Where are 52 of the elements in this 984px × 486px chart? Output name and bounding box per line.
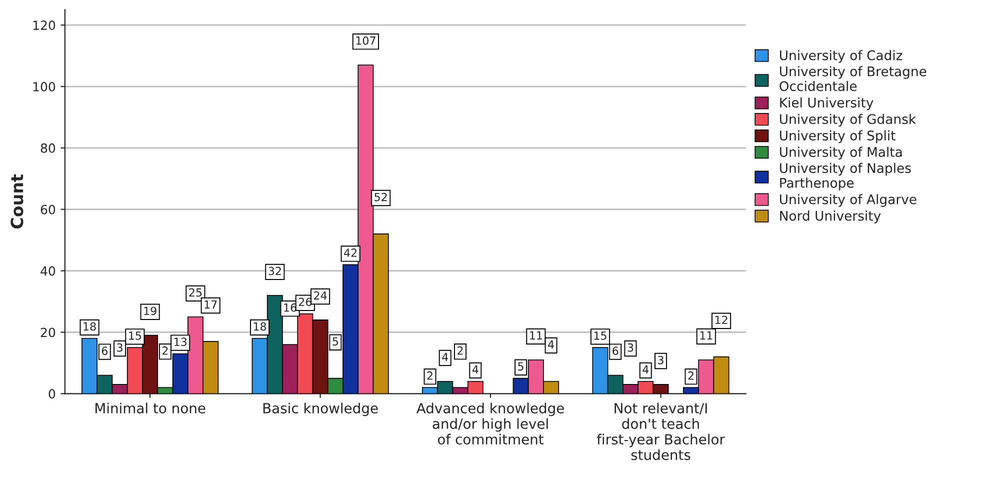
data-label: 4: [642, 365, 649, 374]
data-label: 11: [700, 331, 712, 340]
x-tick-label: Advanced knowledge and/or high level of commitment: [416, 402, 564, 445]
legend-label: Kiel University: [780, 97, 874, 110]
data-label: 5: [518, 362, 524, 371]
legend-label: University of Malta: [780, 146, 902, 160]
data-label: 17: [204, 300, 217, 309]
y-tick-label: 120: [33, 20, 56, 30]
y-tick-label: 20: [40, 328, 56, 338]
y-tick-label: 40: [40, 266, 56, 276]
data-label: 18: [84, 322, 96, 331]
data-label: 3: [658, 356, 664, 364]
data-label: 25: [189, 288, 202, 297]
data-label: 2: [427, 371, 432, 380]
legend-label: University of Bretagne Occidentale: [780, 66, 926, 92]
legend-label: University of Cadiz: [780, 50, 902, 63]
data-label: 107: [356, 36, 376, 45]
x-tick-label: Minimal to none: [96, 402, 206, 414]
y-tick-label: 0: [48, 389, 56, 399]
y-tick-label: 80: [40, 143, 56, 153]
data-label: 5: [332, 337, 338, 346]
data-label: 52: [374, 192, 387, 202]
x-tick-label: Not relevant/I don't teach first-year Bachelor students: [596, 402, 725, 460]
data-label: 2: [688, 371, 694, 380]
data-label: 6: [612, 346, 618, 356]
data-label: 24: [314, 291, 327, 300]
y-tick-label: 60: [40, 204, 56, 214]
data-label: 18: [254, 322, 266, 331]
data-label: 15: [594, 332, 606, 340]
legend-label: University of Algarve: [780, 194, 916, 207]
data-label: 19: [144, 306, 156, 316]
data-label: 3: [628, 343, 634, 352]
data-label: 4: [472, 365, 478, 374]
x-tick-label: Basic knowledge: [263, 402, 378, 416]
y-tick-label: 100: [33, 82, 56, 92]
legend-label: Nord University: [780, 210, 881, 224]
legend-label: University of Gdansk: [780, 114, 916, 127]
legend-label: University of Naples Parthenope: [780, 162, 911, 190]
data-label: 3: [117, 343, 122, 352]
data-label: 13: [174, 338, 186, 346]
data-label: 4: [548, 340, 554, 349]
data-label: 11: [530, 331, 542, 340]
data-label: 42: [344, 248, 357, 257]
data-label: 15: [129, 332, 142, 340]
data-label: 32: [268, 266, 281, 276]
y-axis-title: Count: [10, 174, 24, 229]
data-label: 12: [715, 316, 728, 324]
legend-label: University of Split: [780, 130, 896, 144]
data-label: 2: [458, 346, 463, 355]
data-label: 6: [102, 346, 108, 356]
data-label: 2: [162, 346, 168, 355]
data-label: 4: [442, 352, 448, 362]
